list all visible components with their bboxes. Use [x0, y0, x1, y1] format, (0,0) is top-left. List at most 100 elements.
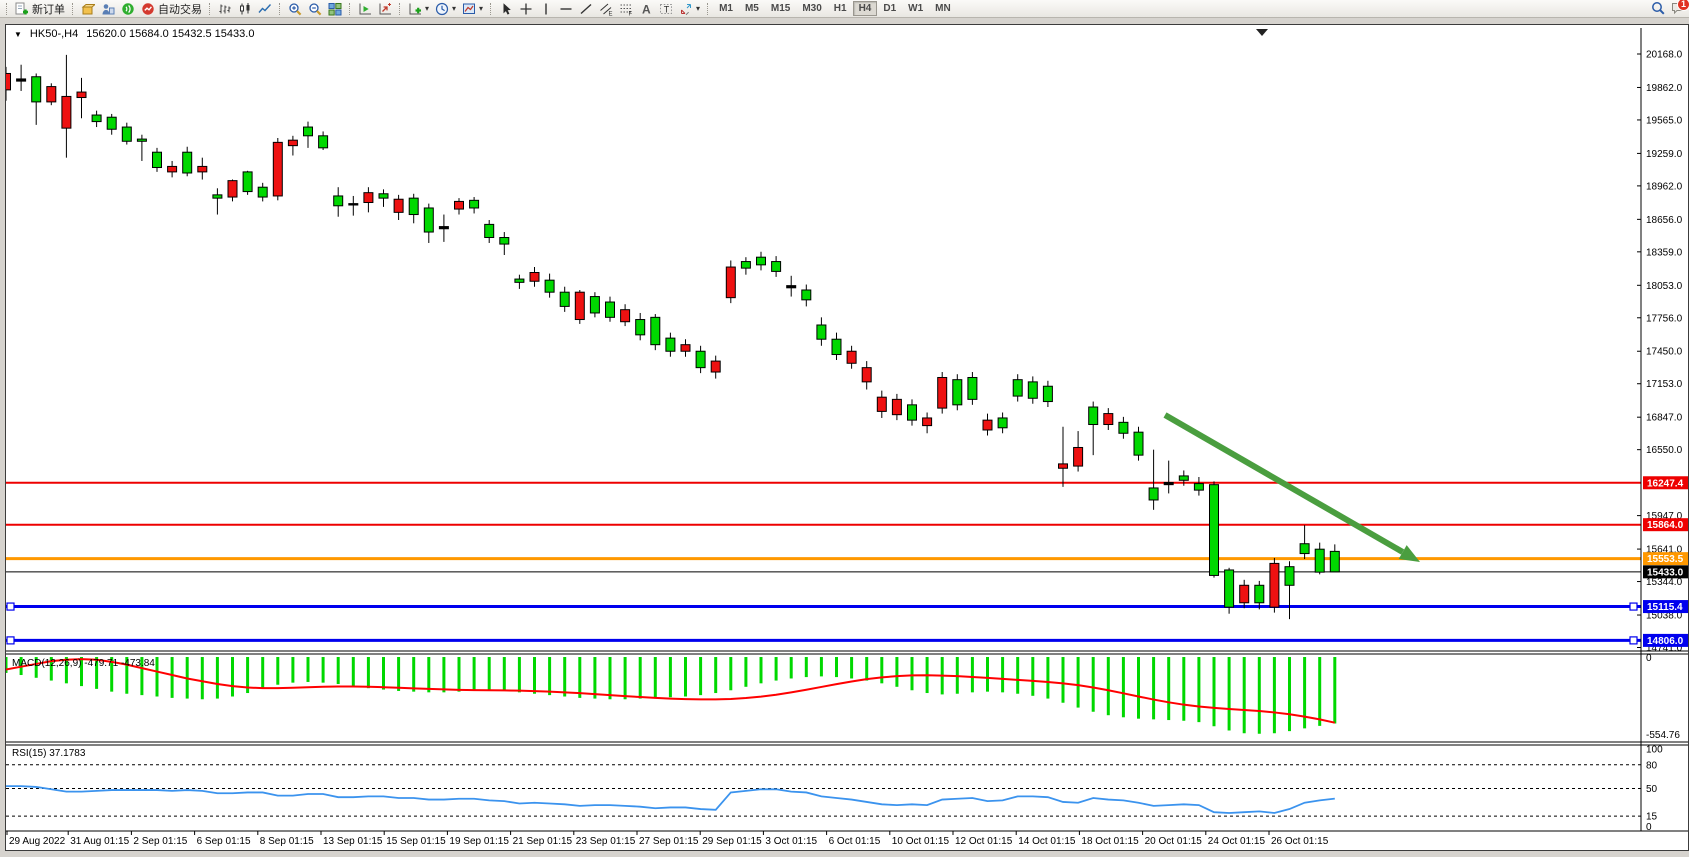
arrows-icon — [681, 3, 692, 15]
horizontal-line-button[interactable] — [556, 1, 576, 17]
arrows-button[interactable]: ▾ — [676, 1, 703, 17]
candle-body — [816, 324, 827, 340]
tile-windows-button[interactable] — [325, 1, 345, 17]
candle-body — [514, 278, 525, 283]
macd-axis-label: -554.76 — [1646, 730, 1680, 741]
candle-body — [907, 404, 917, 421]
chevron-down-icon[interactable]: ▾ — [452, 3, 457, 13]
vertical-line-button[interactable] — [536, 1, 556, 17]
timeframe-button-H1[interactable]: H1 — [828, 1, 853, 16]
autotrading-button[interactable]: 自动交易 — [138, 1, 205, 17]
rsi-axis-label: 15 — [1646, 812, 1658, 823]
candle-body — [1012, 379, 1023, 397]
line-handle[interactable] — [1629, 602, 1638, 611]
candle-body — [786, 285, 797, 289]
line-chart-button[interactable] — [255, 1, 275, 17]
chart-canvas[interactable]: 20168.0 19862.0 19565.0 19259.0 18962.0 18656… — [6, 25, 1688, 850]
candle-body — [1314, 548, 1325, 573]
timeframe-button-D1[interactable]: D1 — [877, 1, 902, 16]
time-axis-label: 19 Sep 01:15 — [449, 836, 509, 847]
rsi-label: RSI(15) 37.1783 — [12, 748, 86, 759]
chevron-down-icon[interactable]: ▾ — [479, 3, 484, 13]
toolbar-right-group: 1 — [1651, 0, 1689, 20]
candle-body — [167, 165, 178, 173]
price-tag-label: 14806.0 — [1647, 636, 1684, 647]
chevron-down-icon[interactable]: ▾ — [696, 3, 701, 13]
price-tick-label: 16550.0 — [1646, 445, 1683, 456]
time-axis-label: 12 Oct 01:15 — [955, 836, 1013, 847]
candle-body — [680, 344, 691, 352]
line-handle[interactable] — [6, 636, 15, 645]
price-tick-label: 15038.0 — [1646, 611, 1683, 622]
crosshair-button[interactable] — [516, 1, 536, 17]
candle-body — [257, 186, 268, 198]
timeframe-button-H4[interactable]: H4 — [852, 1, 878, 16]
candle-body — [589, 296, 600, 314]
fibonacci-icon: F — [620, 4, 633, 16]
cursor-icon — [503, 2, 511, 15]
candle-body — [1329, 550, 1340, 573]
timeframe-button-M5[interactable]: M5 — [739, 1, 765, 16]
button-label: M15 — [770, 3, 791, 14]
zoom-in-button[interactable] — [285, 1, 305, 17]
toolbar-grip — [349, 2, 351, 15]
candle-body — [650, 316, 661, 346]
text-button[interactable]: A — [636, 1, 656, 17]
svg-text:F: F — [629, 11, 633, 16]
time-axis-label: 3 Oct 01:15 — [765, 836, 817, 847]
search-button[interactable] — [1651, 1, 1665, 20]
timeframe-button-M15[interactable]: M15 — [765, 1, 796, 16]
button-label: D1 — [883, 3, 897, 14]
candle-body — [227, 180, 238, 198]
button-label: H1 — [833, 3, 847, 14]
candle-chart-button[interactable] — [235, 1, 255, 17]
timeframe-button-MN[interactable]: MN — [929, 1, 957, 16]
line-handle[interactable] — [1629, 636, 1638, 645]
collapse-triangle-icon[interactable]: ▼ — [14, 29, 22, 39]
toolbar-grip — [209, 2, 211, 15]
macd-label: MACD(12,26,9) -479.71 -473.84 — [12, 658, 155, 669]
line-handle[interactable] — [6, 602, 15, 611]
price-tag — [1643, 565, 1688, 579]
candle-chart-icon — [240, 2, 250, 14]
timeframe-button-M30[interactable]: M30 — [796, 1, 827, 16]
timeframe-button-M1[interactable]: M1 — [713, 1, 739, 16]
indicators-button[interactable]: ▾ — [405, 1, 432, 17]
chevron-down-icon[interactable]: ▾ — [425, 3, 430, 13]
trend-arrow-line[interactable] — [1163, 412, 1405, 555]
price-tick-label: 15641.0 — [1646, 545, 1683, 556]
new-order-button[interactable]: 新订单 — [12, 1, 68, 17]
trade-levels-button[interactable] — [78, 1, 98, 17]
price-tick-label: 14741.0 — [1646, 643, 1683, 654]
bar-chart-button[interactable] — [215, 1, 235, 17]
chart-title: ▼ HK50-,H4 15620.0 15684.0 15432.5 15433… — [14, 28, 254, 40]
candle-body — [801, 289, 812, 301]
trend-arrow-head[interactable] — [1398, 545, 1420, 562]
trendline-button[interactable] — [576, 1, 596, 17]
price-tag — [1643, 633, 1688, 647]
text-label-button[interactable]: T — [656, 1, 676, 17]
chart-shift-button[interactable] — [375, 1, 395, 17]
horizontal-line-icon — [560, 7, 572, 10]
profile-button[interactable] — [98, 1, 118, 17]
time-axis-label: 23 Sep 01:15 — [576, 836, 636, 847]
periods-button[interactable]: ▾ — [432, 1, 459, 17]
zoom-out-icon — [309, 2, 322, 15]
channel-button[interactable]: E — [596, 1, 616, 17]
timeframe-button-W1[interactable]: W1 — [902, 1, 929, 16]
candle-body — [967, 376, 978, 400]
auto-scroll-button[interactable] — [355, 1, 375, 17]
candle-body — [1133, 431, 1144, 456]
cursor-button[interactable] — [496, 1, 516, 17]
fibonacci-button[interactable]: F — [616, 1, 636, 17]
autotrading-icon — [142, 2, 154, 15]
button-label: MN — [935, 3, 951, 14]
templates-button[interactable]: ▾ — [459, 1, 486, 17]
candle-body — [756, 256, 766, 266]
chat-button[interactable]: 1 — [1671, 0, 1689, 20]
zoom-out-button[interactable] — [305, 1, 325, 17]
sound-button[interactable] — [118, 1, 138, 17]
candle-body — [438, 226, 449, 230]
chart-shift-marker-icon[interactable] — [1256, 29, 1268, 36]
